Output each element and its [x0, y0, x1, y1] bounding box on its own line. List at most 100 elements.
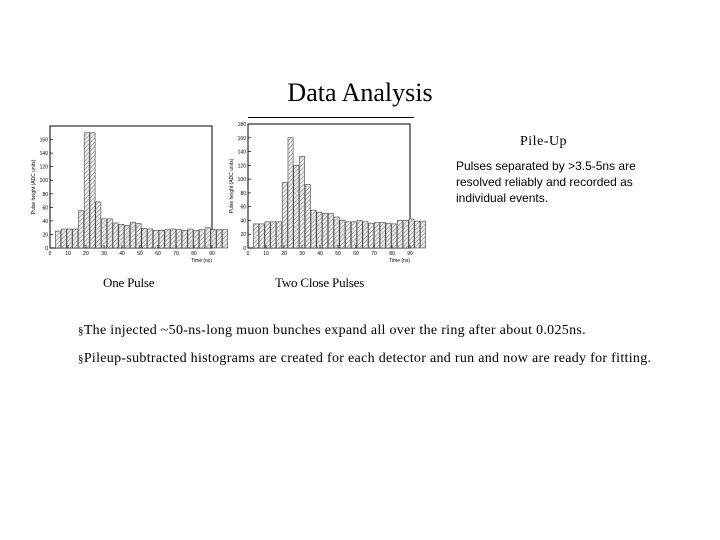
- y-tick-label: 20: [42, 232, 48, 238]
- x-tick-label: 60: [353, 251, 359, 257]
- histogram-bar: [55, 230, 61, 249]
- histogram-bar: [216, 229, 223, 249]
- x-tick-label: 50: [137, 251, 143, 257]
- histogram-bar: [391, 223, 398, 249]
- bullet-item: Pileup-subtracted histograms are created…: [78, 350, 678, 368]
- y-tick-label: 80: [240, 191, 246, 197]
- histogram-bar: [95, 201, 102, 249]
- y-tick-label: 20: [240, 232, 246, 238]
- y-tick-label: 160: [238, 136, 247, 142]
- histogram-bar: [78, 210, 84, 249]
- y-tick-label: 40: [240, 218, 246, 224]
- y-tick-label: 160: [40, 138, 49, 144]
- caption-one-pulse: One Pulse: [103, 275, 155, 290]
- y-tick-label: 120: [238, 163, 247, 169]
- histogram-one-pulse: 0 20 40 60 80 100 120 140 160 0 10 20 30 40 50 60 70 80 90…: [31, 125, 228, 264]
- x-tick-label: 40: [119, 251, 125, 257]
- histogram-bar: [170, 228, 177, 249]
- y-tick-label: 60: [42, 205, 48, 211]
- histogram-bar: [66, 228, 73, 249]
- caption-two-close-pulses: Two Close Pulses: [275, 275, 365, 290]
- histogram-bar: [141, 228, 148, 249]
- x-axis-label: Time (ns): [389, 258, 410, 264]
- y-tick-label: 100: [40, 178, 49, 184]
- x-tick-label: 40: [317, 251, 323, 257]
- title-divider: [248, 117, 414, 118]
- histogram-bar: [379, 222, 386, 249]
- histogram-bar: [222, 229, 228, 249]
- histogram-bar: [204, 227, 211, 249]
- x-tick-label: 30: [299, 251, 305, 257]
- histogram-bar: [293, 165, 300, 249]
- histogram-bar: [414, 220, 421, 249]
- histogram-bar: [304, 184, 311, 249]
- histogram-bar: [153, 230, 159, 249]
- y-tick-label: 80: [42, 192, 48, 198]
- histogram-bar: [147, 228, 154, 249]
- histogram-bar: [276, 221, 282, 249]
- x-tick-label: 80: [389, 251, 395, 257]
- histogram-bar: [83, 132, 90, 249]
- x-tick-label: 70: [173, 251, 179, 257]
- x-tick-label: 0: [49, 251, 52, 257]
- pileup-heading: Pile-Up: [520, 134, 568, 149]
- page-title: Data Analysis: [287, 78, 433, 107]
- histogram-bar: [193, 230, 200, 249]
- y-tick-label: 60: [240, 205, 246, 211]
- histogram-bar: [258, 223, 265, 249]
- histogram-bar: [310, 209, 317, 249]
- x-tick-label: 10: [263, 251, 269, 257]
- histogram-bar: [72, 228, 79, 249]
- y-axis-label: Pulse height (ADC units): [229, 158, 235, 213]
- histogram-bar: [199, 229, 205, 249]
- histogram-bar: [89, 132, 96, 249]
- histogram-bar: [264, 221, 271, 249]
- histogram-bar: [345, 221, 352, 249]
- x-tick-label: 20: [83, 251, 89, 257]
- histogram-bar: [129, 221, 136, 249]
- bullet-item: The injected ~50-ns-long muon bunches ex…: [78, 322, 678, 340]
- histogram-bar: [181, 230, 188, 249]
- histogram-bar: [187, 228, 194, 249]
- histogram-bar: [176, 229, 182, 249]
- histogram-bar: [270, 221, 277, 249]
- y-axis-label: Pulse height (ADC units): [31, 159, 37, 214]
- histogram-bar: [356, 220, 363, 249]
- histogram-bar: [158, 230, 165, 249]
- y-tick-label: 0: [243, 246, 246, 252]
- x-tick-label: 80: [191, 251, 197, 257]
- histogram-bar: [420, 220, 426, 249]
- histogram-bar: [316, 211, 323, 249]
- histogram-bar: [351, 221, 357, 249]
- histogram-bar: [210, 229, 217, 249]
- x-tick-label: 0: [247, 251, 250, 257]
- histogram-bar: [112, 222, 119, 249]
- y-tick-label: 100: [238, 177, 247, 183]
- histogram-bar: [287, 137, 294, 249]
- x-tick-label: 70: [371, 251, 377, 257]
- y-tick-label: 140: [40, 151, 49, 157]
- bullet-text: Pileup-subtracted histograms are created…: [83, 351, 652, 366]
- histogram-bar: [118, 223, 125, 249]
- x-tick-label: 30: [101, 251, 107, 257]
- histogram-bar: [402, 220, 409, 249]
- histogram-bar: [101, 218, 107, 249]
- histogram-bar: [374, 222, 380, 249]
- histogram-bar: [368, 222, 375, 249]
- histogram-bar: [106, 218, 113, 249]
- histogram-bar: [299, 156, 305, 249]
- x-tick-label: 50: [335, 251, 341, 257]
- y-tick-label: 140: [238, 150, 247, 156]
- y-tick-label: 120: [40, 165, 49, 171]
- histogram-bar: [322, 213, 328, 249]
- x-tick-label: 90: [407, 251, 413, 257]
- bullet-list: The injected ~50-ns-long muon bunches ex…: [78, 322, 678, 378]
- histogram-bar: [253, 223, 259, 249]
- y-tick-label: 180: [238, 122, 247, 128]
- histogram-bar: [124, 225, 130, 249]
- x-tick-label: 60: [155, 251, 161, 257]
- x-tick-label: 10: [65, 251, 71, 257]
- histogram-bar: [362, 221, 369, 249]
- histogram-bar: [135, 223, 142, 249]
- histogram-bar: [397, 220, 403, 249]
